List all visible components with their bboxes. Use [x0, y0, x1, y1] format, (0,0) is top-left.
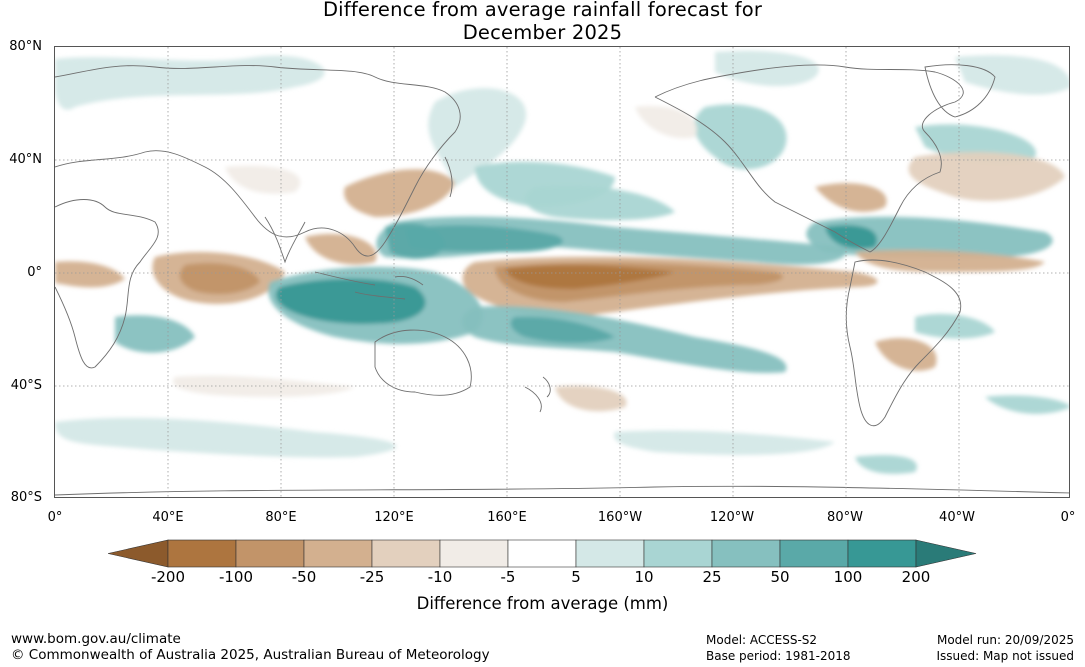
lon-label-0-west: 0° [47, 510, 63, 525]
central-north-pacific-wet [524, 185, 675, 221]
lon-label-40e: 40°E [152, 510, 184, 525]
colorbar-segment-10 [779, 539, 849, 568]
colorbar-segment-11 [847, 539, 917, 568]
coast-africa [55, 199, 159, 369]
arctic-siberia-wet [55, 55, 325, 110]
rainfall-anomaly-map [55, 47, 1069, 497]
equatorial-atlantic-dry [855, 250, 1045, 272]
philippines-wet [385, 223, 445, 259]
footer-copyright: © Commonwealth of Australia 2025, Austra… [11, 647, 490, 663]
colorbar-segment-7 [575, 539, 645, 568]
title-line-2: December 2025 [462, 21, 623, 44]
coast-eurasia [55, 65, 461, 257]
colorbar-segment-2 [235, 539, 305, 568]
lat-label-80n: 80°N [9, 39, 42, 54]
coast-new-zealand [524, 376, 551, 413]
graticule [55, 47, 1069, 497]
legend-tick: 50 [770, 568, 790, 586]
central-indian-ocean-dry [179, 262, 260, 295]
coast-india [264, 216, 306, 264]
colorbar-segment-4 [371, 539, 441, 568]
colorbar-segment-6 [507, 539, 577, 568]
lat-label-equator: 0° [27, 265, 42, 280]
footer-base-period: Base period: 1981-2018 [706, 649, 851, 663]
colorbar-segment-1 [167, 539, 237, 568]
coast-south-america [845, 259, 962, 427]
lon-label-80e: 80°E [265, 510, 297, 525]
brazil-wet [915, 313, 995, 339]
spcz-wet-core [510, 316, 615, 343]
south-pacific-dry [555, 385, 627, 412]
north-atlantic-wet [915, 124, 1036, 163]
colorbar-arrow-high [915, 539, 977, 568]
legend-tick: 100 [833, 568, 863, 586]
footer-url[interactable]: www.bom.gov.au/climate [11, 631, 181, 647]
coastlines [55, 64, 1069, 496]
legend-tick: 25 [702, 568, 722, 586]
bay-of-bengal-dry [305, 233, 377, 265]
lat-label-40n: 40°N [9, 152, 42, 167]
coast-antarctica [55, 485, 1069, 496]
anomaly-fields [55, 50, 1069, 474]
caribbean-wet-core [825, 225, 877, 249]
map-title: Difference from average rainfall forecas… [0, 0, 1085, 44]
coast-north-america [654, 64, 964, 253]
footer-model: Model: ACCESS-S2 [706, 633, 818, 647]
south-america-southeast-dry [875, 338, 937, 371]
south-pacific-high-lat-wet [614, 430, 835, 455]
north-atlantic-dry [908, 152, 1065, 201]
coast-greenland [924, 64, 996, 118]
east-africa-dry [55, 261, 125, 288]
south-atlantic-wet [985, 395, 1069, 414]
lon-label-160w: 160°W [597, 510, 643, 525]
legend-colorbar [107, 539, 978, 573]
footer-model-run: Model run: 20/09/2025 [936, 633, 1074, 647]
lon-label-80w: 80°W [827, 510, 863, 525]
lon-label-160e: 160°E [487, 510, 527, 525]
legend-tick: -50 [291, 568, 317, 586]
lon-label-40w: 40°W [939, 510, 975, 525]
map-panel [54, 46, 1070, 498]
maritime-continent-wet [275, 278, 426, 324]
colorbar-segment-8 [643, 539, 713, 568]
legend-tick: -200 [150, 568, 186, 586]
madagascar-wet [115, 315, 195, 353]
legend-tick: 200 [901, 568, 931, 586]
colorbar-segment-5 [439, 539, 509, 568]
legend-tick: -100 [218, 568, 254, 586]
southern-ocean-wet [55, 417, 396, 458]
greenland-wet [955, 55, 1069, 95]
colorbar-arrow-low [107, 539, 169, 568]
weddell-sea-wet [855, 455, 917, 474]
footer-issued: Issued: Map not issued [936, 649, 1074, 663]
south-asia-dry-light [225, 165, 301, 194]
equatorial-pacific-dry-band [505, 265, 675, 289]
lon-label-120e: 120°E [374, 510, 414, 525]
legend-title: Difference from average (mm) [416, 594, 669, 613]
colorbar-segment-3 [303, 539, 373, 568]
coast-australia [374, 329, 472, 396]
lat-label-40s: 40°S [10, 378, 42, 393]
colorbar-segment-9 [711, 539, 781, 568]
legend-tick: 10 [634, 568, 654, 586]
lon-label-120w: 120°W [709, 510, 755, 525]
legend-tick: 5 [571, 568, 581, 586]
north-pacific-wet-light [428, 88, 527, 187]
coast-japan [444, 156, 453, 198]
title-line-1: Difference from average rainfall forecas… [322, 0, 763, 21]
legend-tick: -25 [359, 568, 385, 586]
legend-tick: -10 [427, 568, 453, 586]
colorbar-svg [107, 539, 977, 568]
north-america-west-wet [694, 104, 787, 170]
east-asia-dry [344, 169, 455, 217]
lat-label-80s: 80°S [10, 490, 42, 505]
lon-label-0-east: 0° [1060, 510, 1076, 525]
southeast-us-dry [815, 183, 887, 212]
gulf-alaska-dry-light [635, 106, 697, 139]
legend-tick: -5 [500, 568, 516, 586]
